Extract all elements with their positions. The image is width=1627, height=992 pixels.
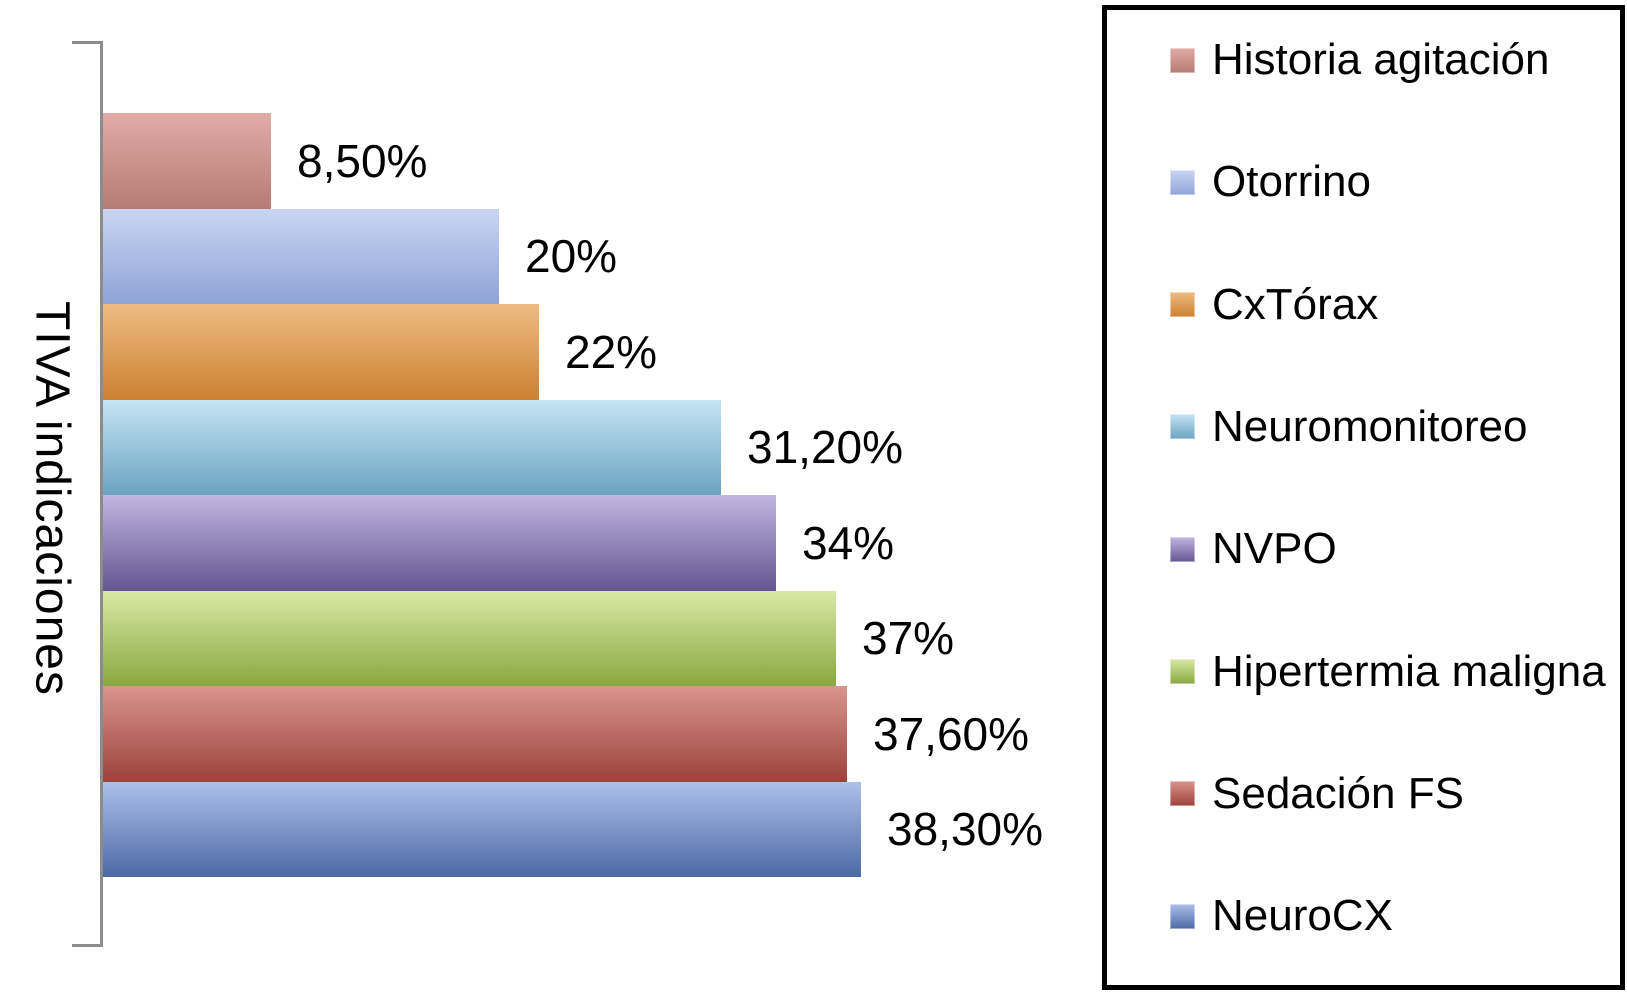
bar-value-label-nvpo: 34% [802, 516, 895, 569]
legend-label-nvpo: NVPO [1212, 524, 1337, 574]
bar-value-label-neurocx: 38,30% [887, 803, 1044, 856]
y-axis-top-tick [72, 41, 101, 44]
legend-item-cxtorax: CxTórax [1107, 280, 1620, 330]
bar-value-label-otorrino: 20% [525, 230, 618, 283]
bar-otorrino [103, 208, 499, 304]
legend-label-hipertermia-maligna: Hipertermia maligna [1212, 646, 1606, 696]
legend-label-neurocx: NeuroCX [1212, 891, 1393, 941]
legend-item-neuromonitoreo: Neuromonitoreo [1107, 402, 1620, 452]
legend-label-otorrino: Otorrino [1212, 157, 1371, 207]
y-axis-line [100, 41, 103, 947]
bar-neurocx [103, 781, 861, 877]
bar-cxtorax [103, 304, 539, 400]
legend-swatch-nvpo-icon [1170, 536, 1195, 562]
bar-sedacion-fs [103, 686, 847, 782]
bar-value-label-historia-agitacion: 8,50% [297, 134, 428, 187]
legend-label-neuromonitoreo: Neuromonitoreo [1212, 401, 1528, 451]
legend-label-historia-agitacion: Historia agitación [1212, 35, 1550, 84]
bar-nvpo [103, 495, 776, 591]
bar-neuromonitoreo [103, 399, 721, 495]
legend-swatch-sedacion-fs-icon [1170, 781, 1195, 807]
y-axis-bottom-tick [72, 944, 101, 947]
legend-swatch-hipertermia-maligna-icon [1170, 659, 1195, 684]
legend-item-historia-agitacion: Historia agitación [1107, 35, 1620, 85]
bar-value-label-sedacion-fs: 37,60% [873, 707, 1030, 760]
bar-hipertermia-maligna [103, 590, 836, 686]
legend-swatch-cxtorax-icon [1170, 292, 1195, 318]
y-axis-title: TIVA indicaciones [25, 300, 79, 696]
legend-swatch-otorrino-icon [1170, 169, 1195, 195]
legend-label-sedacion-fs: Sedación FS [1212, 768, 1464, 818]
legend-swatch-historia-agitacion-icon [1170, 47, 1195, 73]
legend-item-nvpo: NVPO [1107, 524, 1620, 574]
legend-label-cxtorax: CxTórax [1212, 279, 1379, 329]
legend-box: Historia agitación Otorrino CxTórax Neuromo… [1102, 5, 1625, 990]
legend-item-neurocx: NeuroCX [1107, 891, 1620, 941]
legend-swatch-neuromonitoreo-icon [1170, 414, 1195, 440]
bar-value-label-neuromonitoreo: 31,20% [747, 421, 904, 474]
legend-swatch-neurocx-icon [1170, 903, 1195, 929]
legend-item-hipertermia-maligna: Hipertermia maligna [1107, 647, 1620, 697]
legend-item-otorrino: Otorrino [1107, 157, 1620, 207]
bar-historia-agitacion [103, 113, 271, 209]
bar-value-label-hipertermia-maligna: 37% [862, 612, 955, 665]
bar-value-label-cxtorax: 22% [565, 325, 658, 378]
legend-item-sedacion-fs: Sedación FS [1107, 769, 1620, 819]
